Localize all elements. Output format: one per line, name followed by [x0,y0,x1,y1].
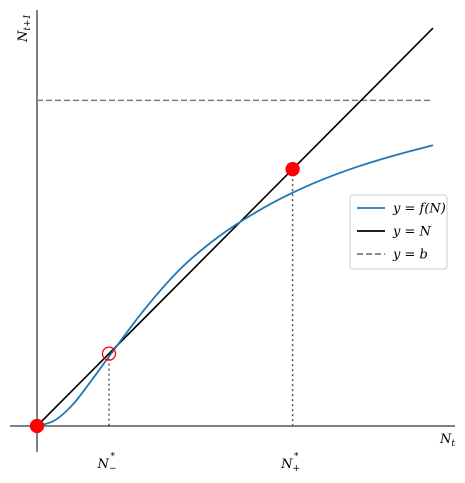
fixed-point-label-0: N−* [97,452,117,474]
series-line-identity [36,27,434,427]
y-axis-label: Nt+1 [16,14,33,43]
stable-fixed-point-0 [29,418,45,434]
series-line-f [36,144,434,427]
x-axis-label: Nt [439,432,455,449]
legend-label-1: y = N [392,225,432,240]
legend-label-2: y = b [392,248,428,263]
unstable-fixed-point-1 [101,346,117,361]
legend-label-0: y = f(N) [392,202,446,217]
stable-fixed-point-2 [285,162,300,177]
legend-box [349,194,448,270]
fixed-point-label-1: N+* [280,452,300,474]
